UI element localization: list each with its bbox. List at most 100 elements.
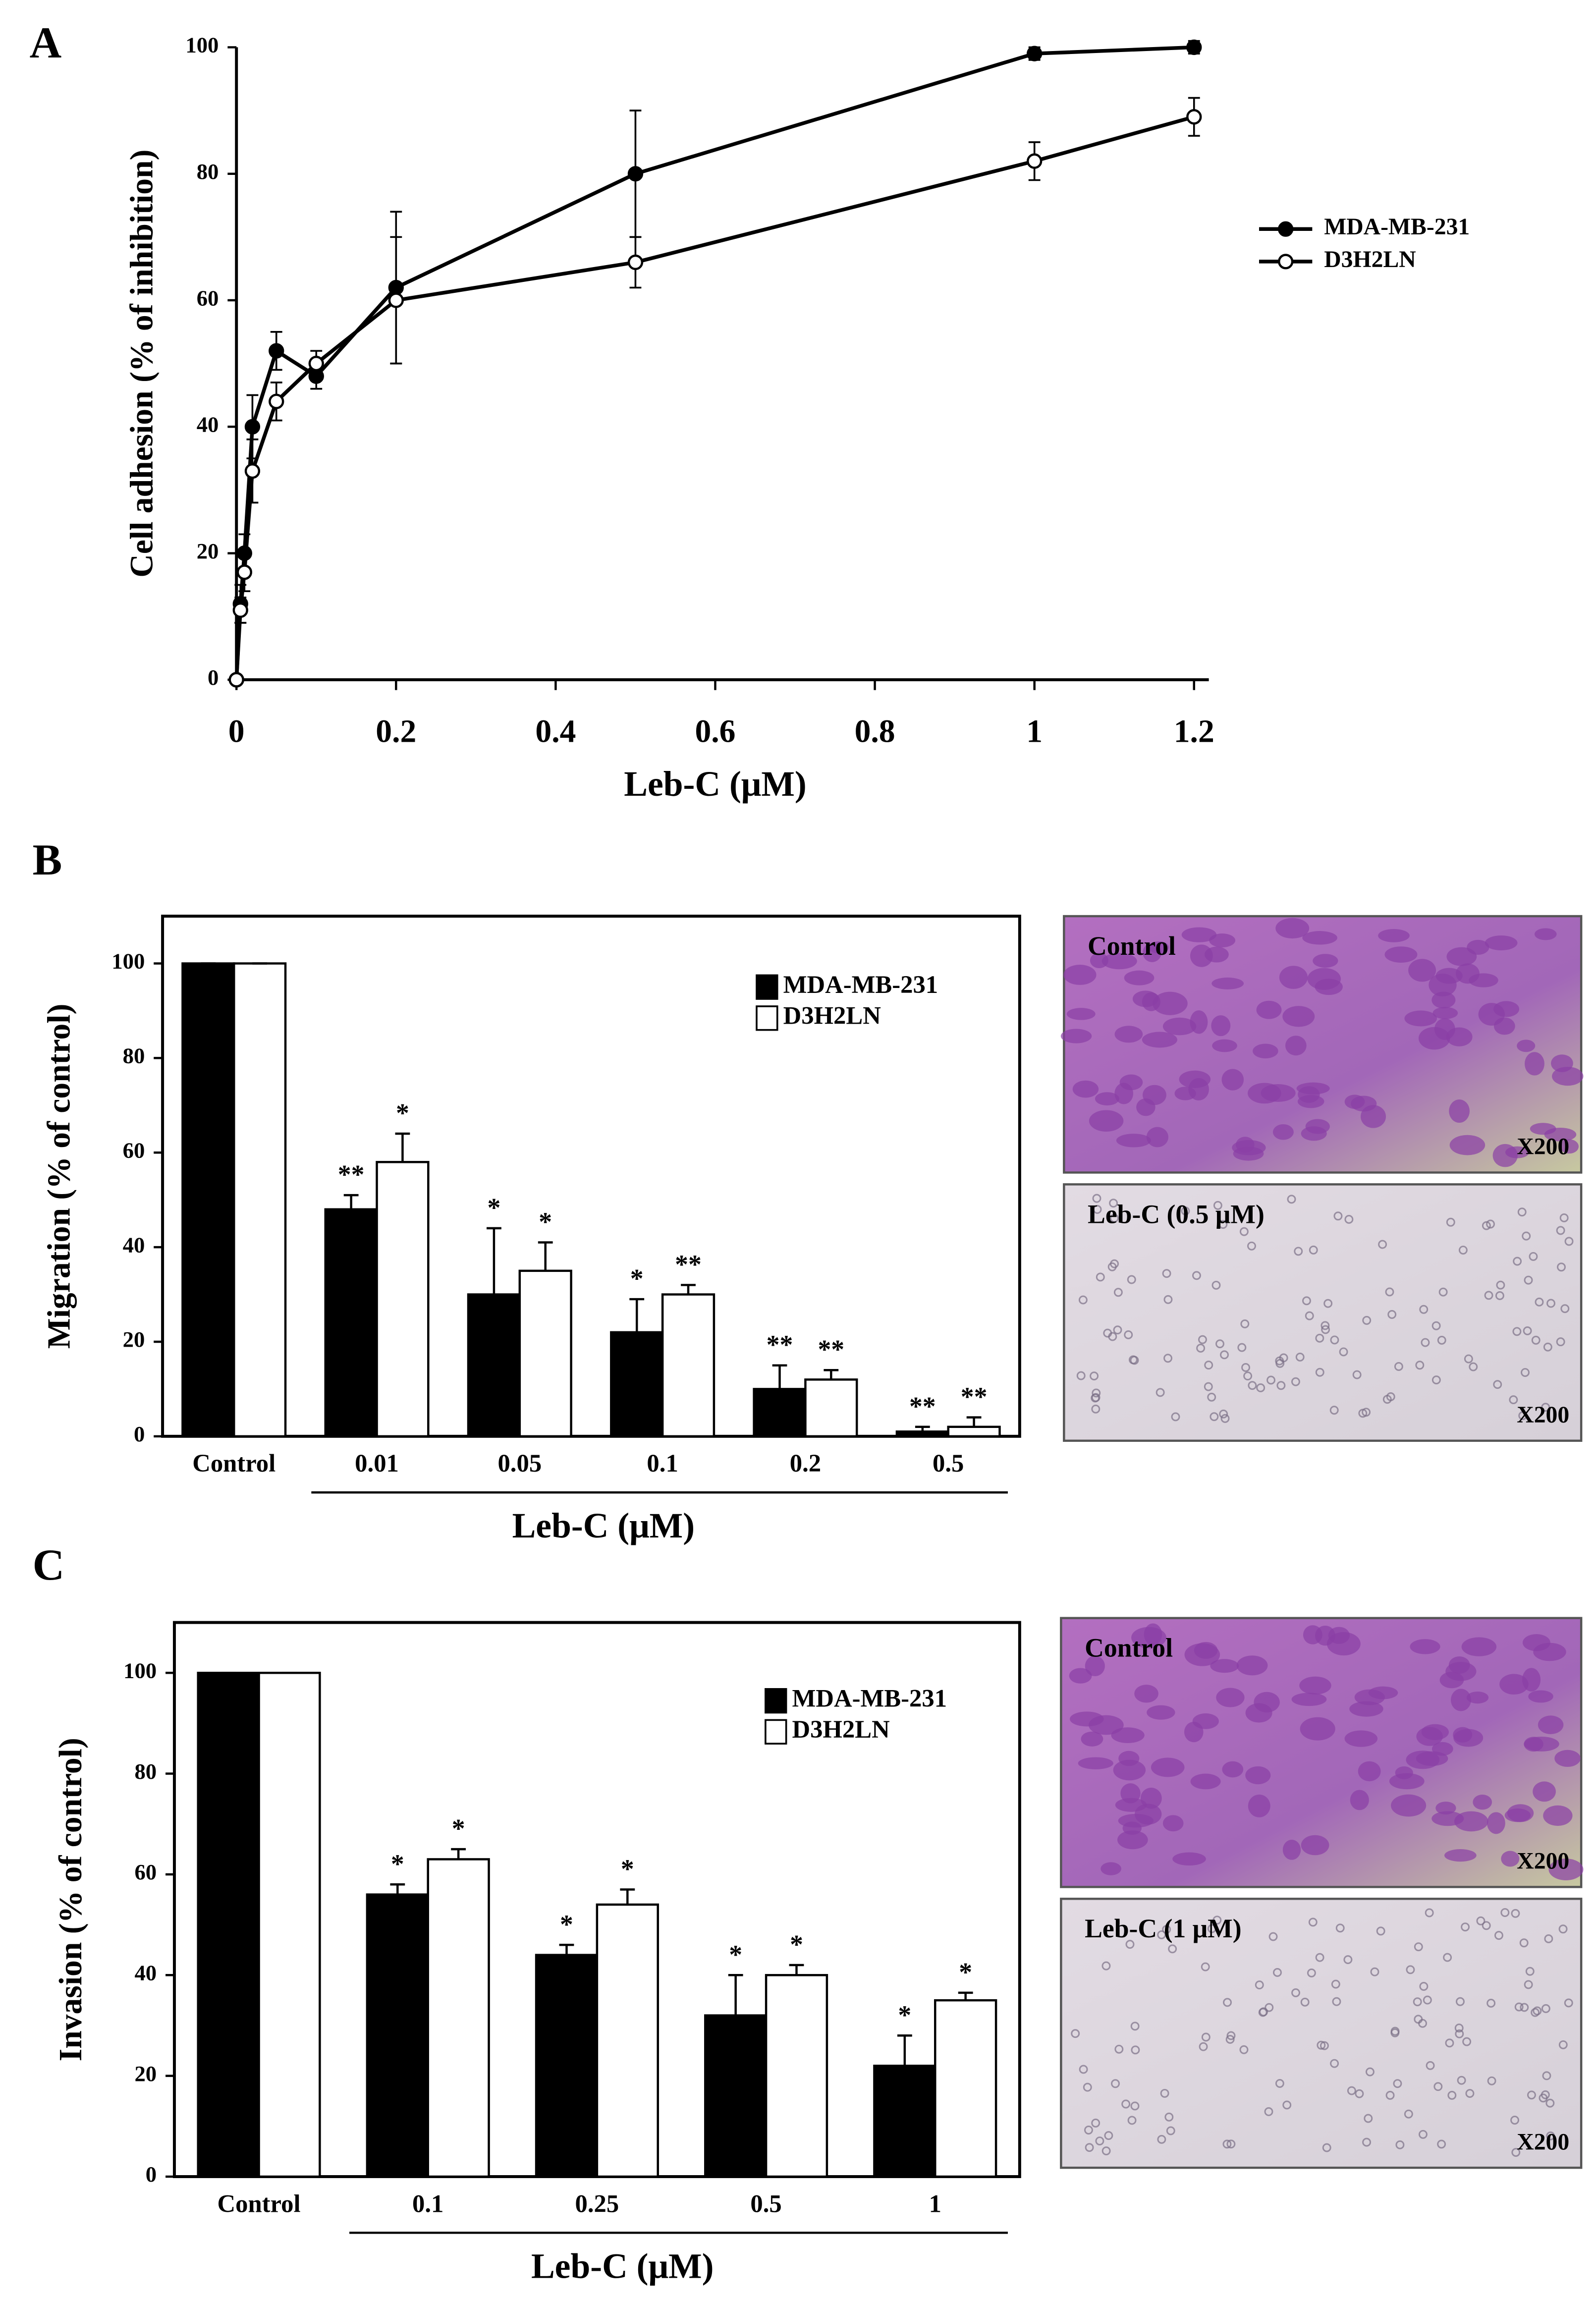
cell [1091,2118,1101,2128]
cell [1166,2126,1175,2136]
cell [1275,2079,1284,2088]
micrograph [1063,1183,1583,1442]
cell [1131,1627,1166,1648]
legend-label: D3H2LN [1324,246,1416,273]
cell [1103,1328,1112,1338]
bar [427,1858,490,2178]
bar [873,2065,936,2178]
cell [1265,2003,1274,2012]
cell [1291,1377,1300,1386]
error-bar [789,1964,804,1975]
cell [1315,1333,1324,1343]
error-bar [681,1284,696,1295]
cell [1376,1926,1385,1936]
cell [1258,2008,1267,2017]
cell [1456,1997,1465,2006]
cell [1210,1412,1219,1422]
x-tick-label: 0.2 [376,713,416,749]
cell [1432,1007,1458,1019]
cell [1149,941,1169,954]
cell [1104,2131,1113,2140]
cell [1529,1252,1538,1261]
cell [1461,1922,1470,1932]
cell [1212,1039,1237,1052]
y-tick-label: 40 [123,1232,145,1257]
cell [1450,1689,1471,1711]
y-tick-label: 0 [146,2162,157,2187]
cell [1533,2006,1542,2016]
cell [1215,1339,1224,1349]
cell [1285,1036,1307,1056]
cell [1552,1067,1584,1086]
cell [1307,968,1341,990]
cell [1220,1414,1230,1423]
cell [1361,1105,1386,1128]
cell [1211,1015,1231,1037]
cell [1109,1199,1118,1208]
cell [1564,1237,1574,1246]
point [1027,153,1043,169]
significance: ** [909,1391,936,1421]
y-tick-label: 20 [197,539,219,563]
panel-label: C [33,1540,65,1589]
cell [1431,1742,1453,1756]
cell [1291,1693,1327,1706]
cell [1389,1773,1425,1790]
cell [1413,1997,1422,2007]
cell [1160,2088,1169,2098]
x-tick-label: 0.25 [575,2190,619,2217]
cell [1308,1917,1318,1927]
cell [1437,2139,1446,2149]
cell [1201,2032,1211,2042]
cell [1299,1676,1331,1695]
cell [1321,1321,1330,1330]
error-bar [487,1227,501,1295]
cell [1408,959,1436,982]
cell [1153,991,1188,1015]
cell [1066,1008,1096,1020]
y-tick-label: 60 [123,1138,145,1162]
cell [1287,1195,1296,1204]
cell [1218,1220,1228,1229]
cell [1449,1135,1486,1155]
cell [1476,1916,1486,1925]
bar [895,1430,949,1438]
cell [1222,2139,1232,2149]
cell [1239,2045,1249,2054]
cell [1127,2116,1137,2125]
point [1186,39,1202,55]
significance: * [790,1929,803,1959]
bar [661,1293,715,1438]
significance: ** [818,1335,844,1365]
bar [753,1388,807,1438]
plot-frame [161,915,1021,1438]
significance: * [621,1854,634,1884]
y-tick-label: 20 [123,1327,145,1352]
cell [1350,1790,1369,1810]
cell [1127,1275,1136,1284]
y-tick-label: 0 [208,665,219,690]
x-axis-label: Leb-C (μM) [624,765,806,804]
cell [1181,1206,1190,1216]
cell [1115,1798,1147,1812]
cell [1226,2031,1236,2040]
error-bar [824,1369,839,1380]
cell [1545,2098,1555,2108]
point [388,292,404,308]
cell [1466,1691,1489,1704]
error-bar [629,1298,645,1332]
cell [1457,2076,1466,2085]
x-tick-label: 0.6 [695,713,735,749]
cell [1113,1288,1123,1297]
cell [1485,935,1518,951]
cell [1090,1371,1099,1381]
cell [1226,2139,1236,2149]
cell [1544,1934,1553,1943]
cell [1248,1381,1257,1390]
cell [1085,2143,1094,2152]
micrograph [1060,1898,1583,2169]
cell [1533,1781,1556,1802]
cell [1323,1299,1333,1308]
cell [1546,2131,1555,2140]
bar [233,962,287,1438]
